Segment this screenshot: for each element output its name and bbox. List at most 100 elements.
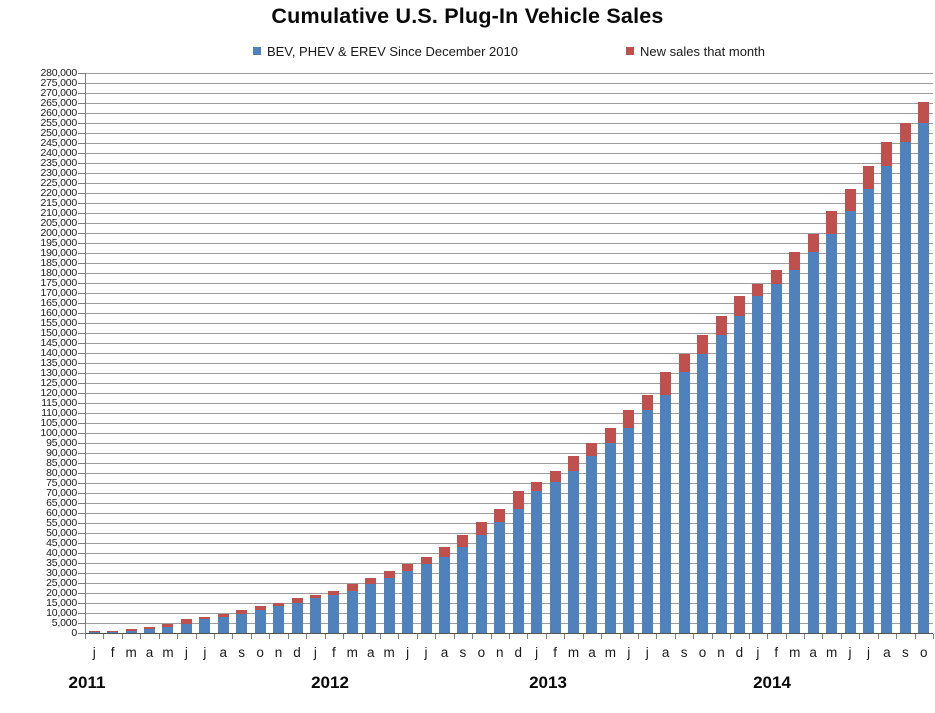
bar-segment-cumulative [291, 602, 303, 633]
gridline [85, 343, 933, 344]
y-axis-tick [78, 563, 85, 564]
gridline [85, 433, 933, 434]
bar-segment-cumulative [770, 284, 782, 633]
bar-segment-cumulative [125, 630, 137, 633]
bar-segment-new-sales [623, 409, 635, 428]
y-axis-tick-label: 280,000 [40, 67, 77, 79]
y-axis-tick-label: 15,000 [46, 597, 77, 609]
x-axis-tick [896, 634, 898, 639]
x-axis-tick [324, 634, 326, 639]
bar-segment-new-sales [641, 394, 653, 410]
bar-segment-new-sales [180, 619, 192, 624]
bar-segment-new-sales [162, 623, 174, 627]
y-axis-tick-label: 230,000 [40, 167, 77, 179]
y-axis-tick [78, 183, 85, 184]
gridline [85, 563, 933, 564]
y-axis-tick [78, 163, 85, 164]
y-axis-tick [78, 143, 85, 144]
y-axis-tick [78, 333, 85, 334]
x-axis-month-label: f [110, 645, 115, 660]
x-axis-tick [730, 634, 732, 639]
gridline [85, 303, 933, 304]
y-axis-tick [78, 483, 85, 484]
bar-segment-cumulative [420, 563, 432, 633]
bar-segment-new-sales [678, 354, 690, 373]
y-axis-tick-label: 120,000 [40, 387, 77, 399]
y-axis-tick [78, 253, 85, 254]
gridline [85, 73, 933, 74]
y-axis-tick-label: 70,000 [46, 487, 77, 499]
x-axis-month-label: o [256, 645, 264, 660]
x-axis-month-label: j [866, 645, 870, 660]
bar-segment-new-sales [512, 490, 524, 509]
gridline [85, 323, 933, 324]
y-axis-tick [78, 603, 85, 604]
bar-segment-new-sales [125, 628, 137, 631]
y-axis-tick-label: 115,000 [41, 397, 77, 409]
y-axis-tick-label: 85,000 [46, 457, 77, 469]
x-axis-month-label: s [901, 645, 909, 660]
bar-segment-cumulative [144, 628, 156, 633]
x-axis-tick [877, 634, 879, 639]
y-axis-tick-label: 185,000 [40, 257, 77, 269]
x-axis-tick [674, 634, 676, 639]
bar-segment-new-sales [826, 211, 838, 234]
y-axis-tick [78, 583, 85, 584]
y-axis-tick-label: 30,000 [46, 567, 77, 579]
y-axis-tick-label: 205,000 [40, 217, 77, 229]
y-axis-tick-label: 45,000 [46, 537, 77, 549]
gridline [85, 533, 933, 534]
legend-label-cumulative: BEV, PHEV & EREV Since December 2010 [267, 44, 518, 59]
x-axis-month-label: a [588, 645, 596, 660]
bar-segment-new-sales [402, 563, 414, 572]
gridline [85, 543, 933, 544]
bar-segment-cumulative [862, 189, 874, 633]
x-axis-tick [214, 634, 216, 639]
x-axis-tick [250, 634, 252, 639]
y-axis-tick-label: 40,000 [46, 547, 77, 559]
y-axis-tick [78, 323, 85, 324]
x-axis-month-label: m [789, 645, 801, 660]
bar-segment-cumulative [623, 427, 635, 633]
y-axis-tick-label: 190,000 [40, 247, 77, 259]
y-axis-tick [78, 303, 85, 304]
y-axis-tick [78, 423, 85, 424]
x-axis-tick [343, 634, 345, 639]
gridline [85, 353, 933, 354]
y-axis-tick-label: 135,000 [40, 357, 77, 369]
gridline [85, 593, 933, 594]
x-axis-tick [840, 634, 842, 639]
bar-segment-cumulative [604, 443, 616, 633]
bar-segment-cumulative [309, 597, 321, 633]
bar-segment-cumulative [383, 578, 395, 633]
x-axis-month-label: n [496, 645, 504, 660]
gridline [85, 483, 933, 484]
bar-segment-cumulative [899, 142, 911, 633]
y-axis-tick-label: 265,000 [40, 97, 77, 109]
y-axis-tick-label: 210,000 [40, 207, 77, 219]
gridline [85, 143, 933, 144]
bar-segment-cumulative [199, 619, 211, 633]
x-axis-month-label: m [567, 645, 580, 660]
y-axis-tick [78, 243, 85, 244]
y-axis-tick-label: 240,000 [40, 147, 77, 159]
y-axis-line [85, 73, 86, 638]
x-axis-tick [693, 634, 695, 639]
x-axis-month-label: m [604, 645, 616, 660]
bar-segment-cumulative [328, 595, 340, 633]
x-axis-tick [601, 634, 603, 639]
x-axis-tick [859, 634, 861, 639]
gridline [85, 153, 933, 154]
y-axis-tick [78, 523, 85, 524]
gridline [85, 253, 933, 254]
bar-segment-cumulative [881, 166, 893, 633]
x-axis-tick [103, 634, 105, 639]
legend-swatch-new-sales-icon [626, 47, 634, 55]
bar-segment-new-sales [199, 616, 211, 620]
gridline [85, 163, 933, 164]
x-axis-month-label: m [162, 645, 174, 660]
bar-segment-cumulative [236, 613, 248, 633]
gridline [85, 513, 933, 514]
y-axis-tick [78, 473, 85, 474]
